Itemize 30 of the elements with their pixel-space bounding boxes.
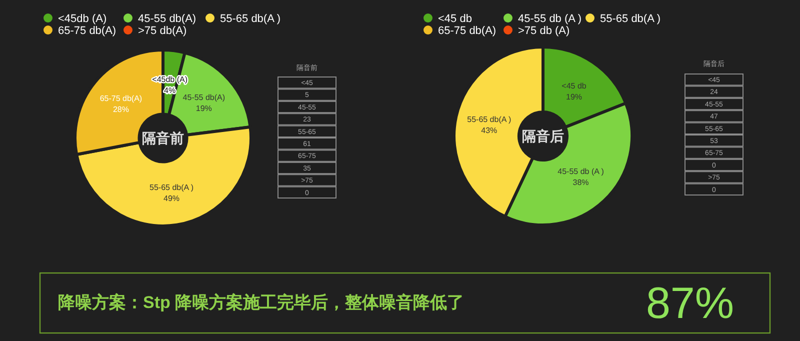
legend-item: 55-65 db(A )	[586, 13, 661, 25]
legend-label: >75 db(A)	[138, 25, 187, 37]
legend-label: 45-55 db (A )	[518, 13, 582, 25]
legend-item: >75 db(A)	[124, 25, 187, 37]
legend-item: 45-55 db(A)	[124, 13, 196, 25]
slice-label: 45-55 db (A ) 38%	[558, 167, 604, 188]
legend-item: 45-55 db (A )	[504, 13, 582, 25]
text: 87%	[646, 279, 734, 328]
legend-label: 55-65 db(A )	[220, 13, 281, 25]
slice-label: 55-65 db(A ) 49%	[150, 182, 194, 203]
slice-label: 65-75 db(A) 28%	[100, 94, 142, 114]
legend-label: 45-55 db(A)	[138, 13, 196, 25]
legend-label: <45 db	[438, 13, 472, 25]
legend-label: 55-65 db(A )	[600, 13, 661, 25]
slice-label: 55-65 db(A ) 43%	[467, 114, 512, 135]
legend-label: <45db (A)	[58, 13, 107, 25]
legend-item: <45db (A)	[44, 13, 107, 25]
legend-label: 65-75 db(A)	[58, 25, 116, 37]
legend-label: >75 db (A)	[518, 25, 570, 37]
text: 隔音后	[522, 128, 564, 144]
slice-label: <45 db 19%	[562, 81, 586, 102]
legend-label: 65-75 db(A)	[438, 25, 496, 37]
text: 隔音前	[142, 130, 184, 146]
legend-item: <45 db	[424, 13, 472, 25]
legend-item: 55-65 db(A )	[206, 13, 281, 25]
slice-label: 45-55 db(A) 19%	[182, 92, 226, 113]
legend-item: 65-75 db(A)	[44, 25, 116, 37]
text: 降噪方案：Stp 降噪方案施工完毕后，整体噪音降低了	[58, 292, 464, 312]
legend-item: >75 db (A)	[504, 25, 570, 37]
legend-item: 65-75 db(A)	[424, 25, 496, 37]
